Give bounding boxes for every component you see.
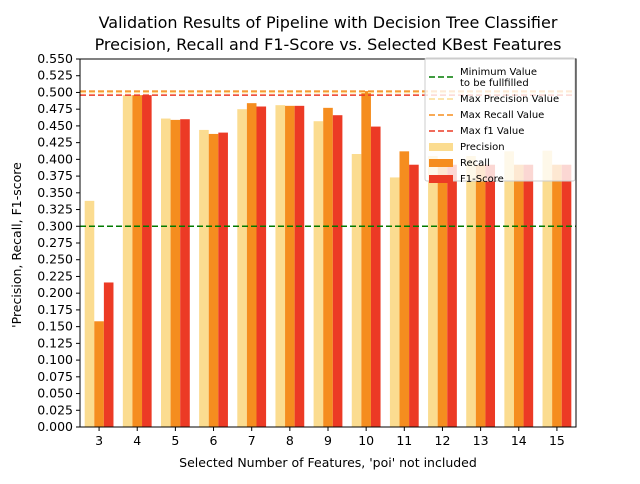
bar-recall-6 — [208, 133, 219, 428]
x-tick-label-9: 9 — [324, 433, 332, 448]
bar-recall-8 — [285, 105, 295, 427]
y-tick-label-14: 0.350 — [37, 185, 73, 200]
y-tick-label-12: 0.300 — [37, 218, 73, 233]
x-tick-label-6: 6 — [210, 433, 218, 448]
y-tick-label-2: 0.050 — [37, 386, 73, 401]
bar-precision-5 — [160, 118, 171, 428]
chart-title-line2: Precision, Recall and F1-Score vs. Selec… — [95, 35, 562, 54]
bar-precision-6 — [199, 129, 209, 427]
y-tick-label-1: 0.025 — [37, 402, 73, 417]
x-tick-label-3: 3 — [95, 433, 103, 448]
y-tick-label-21: 0.525 — [37, 68, 73, 83]
bar-recall-11 — [399, 151, 410, 428]
legend-ref-label-2: Max Recall Value — [460, 110, 544, 121]
legend-series-swatch-0 — [429, 143, 453, 151]
legend-ref-label-3: Max f1 Value — [460, 126, 524, 137]
y-tick-label-19: 0.475 — [37, 101, 73, 116]
x-tick-label-12: 12 — [435, 433, 451, 448]
legend-series-label-0: Precision — [460, 142, 505, 153]
bar-precision-7 — [237, 109, 247, 427]
y-tick-label-8: 0.200 — [37, 285, 73, 300]
legend-ref-label-0: Minimum Value to be fullfilled — [460, 67, 537, 89]
x-tick-label-5: 5 — [171, 433, 179, 448]
bar-precision-13 — [466, 156, 476, 427]
bar-recall-5 — [170, 119, 181, 428]
x-tick-label-11: 11 — [396, 433, 412, 448]
y-tick-label-22: 0.550 — [37, 51, 73, 66]
legend: Minimum Value to be fullfilled Max Precisi… — [424, 57, 576, 185]
x-tick-label-13: 13 — [473, 433, 489, 448]
bar-precision-9 — [313, 121, 324, 427]
legend-box — [424, 57, 576, 182]
bar-f1-score-15 — [561, 164, 572, 427]
x-axis-label: Selected Number of Features, 'poi' not i… — [179, 455, 477, 470]
x-tick-label-4: 4 — [133, 433, 141, 448]
bar-f1-score-10 — [370, 126, 381, 427]
legend-series-label-1: Recall — [460, 158, 490, 169]
chart-title-line1: Validation Results of Pipeline with Deci… — [99, 13, 558, 32]
bar-f1-score-7 — [256, 106, 267, 427]
y-axis-label: 'Precision, Recall, F1-score — [9, 162, 24, 328]
bar-recall-12 — [437, 164, 448, 427]
y-tick-label-20: 0.500 — [37, 84, 73, 99]
y-tick-label-15: 0.375 — [37, 168, 73, 183]
legend-series-swatch-2 — [429, 175, 453, 183]
bar-recall-15 — [552, 164, 562, 427]
y-tick-label-0: 0.000 — [37, 419, 73, 434]
y-tick-label-4: 0.100 — [37, 352, 73, 367]
x-tick-label-7: 7 — [248, 433, 256, 448]
bar-f1-score-8 — [294, 105, 305, 427]
bar-recall-14 — [513, 164, 524, 427]
bar-precision-4 — [122, 95, 133, 427]
bar-f1-score-11 — [409, 164, 419, 427]
x-tick-label-15: 15 — [549, 433, 565, 448]
bar-recall-4 — [132, 95, 143, 427]
y-tick-label-18: 0.450 — [37, 118, 73, 133]
bar-recall-7 — [246, 103, 257, 427]
bar-f1-score-5 — [180, 119, 190, 427]
y-tick-label-9: 0.225 — [37, 268, 73, 283]
x-tick-label-10: 10 — [358, 433, 374, 448]
bar-precision-12 — [428, 156, 438, 427]
x-tick-label-14: 14 — [511, 433, 527, 448]
y-tick-label-13: 0.325 — [37, 202, 73, 217]
bar-recall-13 — [475, 164, 486, 427]
y-tick-label-3: 0.075 — [37, 369, 73, 384]
bar-recall-10 — [361, 91, 371, 427]
bar-precision-3 — [84, 200, 95, 427]
bar-recall-9 — [323, 107, 333, 428]
legend-series-label-2: F1-Score — [460, 174, 504, 185]
y-tick-label-16: 0.400 — [37, 151, 73, 166]
bar-precision-14 — [504, 151, 514, 428]
y-tick-label-5: 0.125 — [37, 335, 73, 350]
bar-f1-score-9 — [332, 115, 343, 427]
bar-precision-8 — [275, 105, 286, 428]
bar-f1-score-4 — [142, 95, 152, 427]
bar-precision-15 — [542, 150, 553, 427]
x-tick-label-8: 8 — [286, 433, 294, 448]
bar-recall-3 — [94, 321, 104, 427]
bar-f1-score-13 — [485, 164, 496, 427]
bar-precision-10 — [351, 154, 362, 427]
y-tick-label-10: 0.250 — [37, 252, 73, 267]
y-tick-label-17: 0.425 — [37, 135, 73, 150]
y-tick-label-11: 0.275 — [37, 235, 73, 250]
y-tick-label-7: 0.175 — [37, 302, 73, 317]
bar-f1-score-3 — [103, 282, 114, 427]
bar-f1-score-6 — [218, 132, 228, 427]
bars-layer — [84, 91, 572, 428]
y-tick-label-6: 0.150 — [37, 319, 73, 334]
bar-f1-score-14 — [523, 164, 534, 427]
legend-series-swatch-1 — [429, 159, 453, 167]
legend-ref-label-1: Max Precision Value — [460, 94, 559, 105]
bar-precision-11 — [389, 177, 400, 427]
bar-f1-score-12 — [447, 164, 457, 427]
reference-lines-layer — [80, 90, 576, 228]
